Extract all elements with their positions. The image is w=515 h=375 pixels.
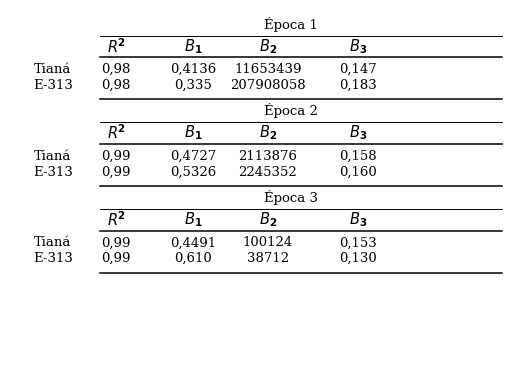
Text: 0,99: 0,99 [101,252,131,265]
Text: E-313: E-313 [33,252,73,265]
Text: $\boldsymbol{\mathit{B}}_{\boldsymbol{1}}$: $\boldsymbol{\mathit{B}}_{\boldsymbol{1}… [184,37,202,56]
Text: 0,98: 0,98 [101,63,131,76]
Text: 0,610: 0,610 [174,252,212,265]
Text: 0,99: 0,99 [101,237,131,249]
Text: 2245352: 2245352 [238,166,297,178]
Text: 0,183: 0,183 [339,79,377,92]
Text: $\boldsymbol{\mathit{B}}_{\boldsymbol{2}}$: $\boldsymbol{\mathit{B}}_{\boldsymbol{2}… [259,210,277,229]
Text: 0,4491: 0,4491 [170,237,216,249]
Text: Tianá: Tianá [33,237,71,249]
Text: $\boldsymbol{\mathit{B}}_{\boldsymbol{3}}$: $\boldsymbol{\mathit{B}}_{\boldsymbol{3}… [349,37,367,56]
Text: 100124: 100124 [243,237,293,249]
Text: E-313: E-313 [33,79,73,92]
Text: $\boldsymbol{\mathit{B}}_{\boldsymbol{1}}$: $\boldsymbol{\mathit{B}}_{\boldsymbol{1}… [184,210,202,229]
Text: 0,335: 0,335 [174,79,212,92]
Text: 2113876: 2113876 [238,150,297,163]
Text: 0,147: 0,147 [339,63,377,76]
Text: $\boldsymbol{\mathit{B}}_{\boldsymbol{2}}$: $\boldsymbol{\mathit{B}}_{\boldsymbol{2}… [259,124,277,142]
Text: $\boldsymbol{\mathit{R}}^{\boldsymbol{2}}$: $\boldsymbol{\mathit{R}}^{\boldsymbol{2}… [107,210,125,229]
Text: 38712: 38712 [247,252,289,265]
Text: $\boldsymbol{\mathit{B}}_{\boldsymbol{2}}$: $\boldsymbol{\mathit{B}}_{\boldsymbol{2}… [259,37,277,56]
Text: 0,160: 0,160 [339,166,377,178]
Text: Época 3: Época 3 [264,190,318,205]
Text: 0,153: 0,153 [339,237,377,249]
Text: 0,158: 0,158 [339,150,377,163]
Text: 0,4727: 0,4727 [170,150,216,163]
Text: $\boldsymbol{\mathit{R}}^{\boldsymbol{2}}$: $\boldsymbol{\mathit{R}}^{\boldsymbol{2}… [107,124,125,142]
Text: 0,130: 0,130 [339,252,377,265]
Text: $\boldsymbol{\mathit{B}}_{\boldsymbol{1}}$: $\boldsymbol{\mathit{B}}_{\boldsymbol{1}… [184,124,202,142]
Text: Época 2: Época 2 [264,104,318,118]
Text: 0,5326: 0,5326 [170,166,216,178]
Text: $\boldsymbol{\mathit{B}}_{\boldsymbol{3}}$: $\boldsymbol{\mathit{B}}_{\boldsymbol{3}… [349,124,367,142]
Text: Tianá: Tianá [33,63,71,76]
Text: E-313: E-313 [33,166,73,178]
Text: Época 1: Época 1 [264,17,318,32]
Text: 0,99: 0,99 [101,166,131,178]
Text: $\boldsymbol{\mathit{R}}^{\boldsymbol{2}}$: $\boldsymbol{\mathit{R}}^{\boldsymbol{2}… [107,37,125,56]
Text: 0,98: 0,98 [101,79,131,92]
Text: 0,4136: 0,4136 [170,63,216,76]
Text: 11653439: 11653439 [234,63,302,76]
Text: 0,99: 0,99 [101,150,131,163]
Text: 207908058: 207908058 [230,79,305,92]
Text: Tianá: Tianá [33,150,71,163]
Text: $\boldsymbol{\mathit{B}}_{\boldsymbol{3}}$: $\boldsymbol{\mathit{B}}_{\boldsymbol{3}… [349,210,367,229]
